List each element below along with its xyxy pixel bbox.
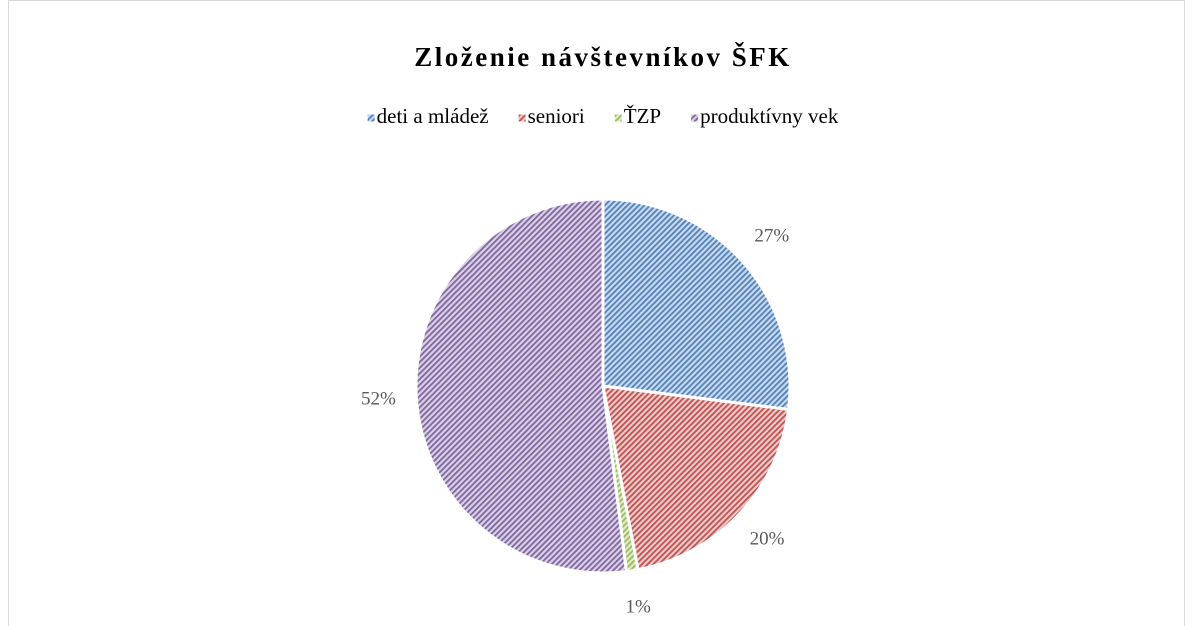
pie-slice	[601, 384, 791, 572]
data-label: 27%	[754, 226, 789, 247]
data-label: 1%	[626, 597, 652, 618]
legend-label: deti a mládež	[377, 104, 489, 128]
data-label: 52%	[361, 388, 396, 409]
pie-slice	[414, 197, 629, 575]
chart-title: Zloženie návštevníkov ŠFK	[414, 42, 792, 72]
legend-marker	[691, 114, 699, 122]
legend: deti a mládež seniori ŤZP produktívny vek	[367, 104, 839, 128]
legend-marker	[518, 114, 526, 122]
legend-label: ŤZP	[624, 104, 661, 128]
legend-label: seniori	[528, 104, 585, 128]
legend-label: produktívny vek	[700, 104, 839, 128]
data-label: 20%	[750, 528, 785, 549]
legend-marker	[614, 114, 622, 122]
legend-marker	[367, 114, 375, 122]
pie-slice	[601, 197, 792, 412]
